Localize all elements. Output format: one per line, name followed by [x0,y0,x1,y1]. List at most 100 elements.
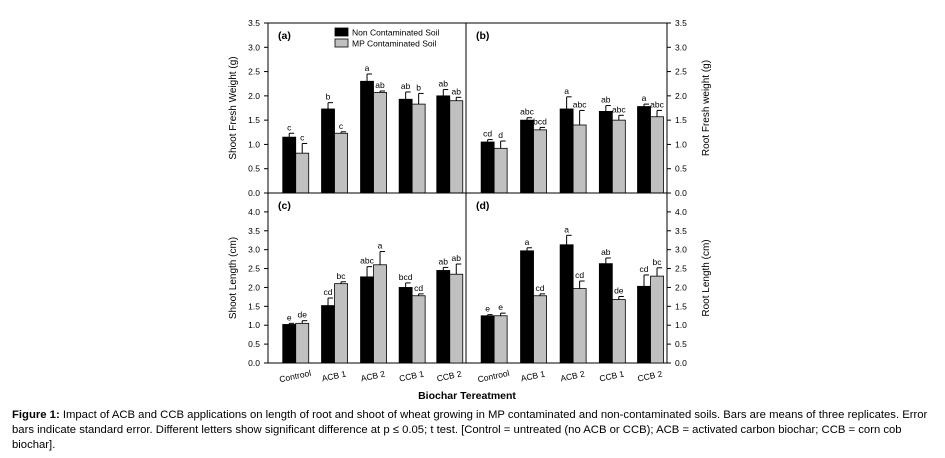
bar [449,100,464,194]
x-tick-label: ACB 2 [360,369,386,384]
y-tick-label: 0.0 [675,188,687,198]
bar [360,276,374,364]
bar [449,273,464,364]
significance-letter: cd [324,287,333,297]
panel-label: (a) [278,30,291,42]
significance-letter: abc [520,107,534,117]
bar [598,111,613,194]
y-tick-label: 0.5 [675,339,687,349]
significance-letter: cd [536,283,545,293]
significance-letter: b [326,92,331,102]
significance-letter: de [297,310,307,320]
x-axis-title: Biochar Tereatment [418,390,516,402]
x-tick-label: CCB 1 [598,369,625,384]
significance-letter: ab [601,95,611,105]
significance-letter: abc [650,99,664,109]
bar [398,287,413,364]
significance-letter: cd [483,129,492,139]
bar [533,129,547,194]
bar [572,124,587,194]
figure-chart: 0.0 0.5 1.0 1.5 2.0 2.5 3.0 3.5 Shoot Fresh Weig… [228,18,712,402]
bar [411,295,426,364]
y-tick-label: 4.0 [248,207,260,217]
panel-label: (d) [476,200,489,212]
significance-letter: c [287,122,292,132]
y-tick-label: 0.0 [248,358,260,368]
significance-letter: abc [612,104,626,114]
y-tick-label: 1.0 [248,139,260,149]
x-tick-label: ACB 2 [559,369,585,384]
significance-letter: e [485,304,490,314]
significance-letter: ab [375,80,385,90]
figure-caption: Figure 1: Impact of ACB and CCB applicat… [12,408,937,453]
y-tick-label: 2.5 [675,67,687,77]
bar [559,108,574,194]
x-tick-label: ACB 1 [520,369,546,384]
y-tick-label: 3.0 [675,245,687,255]
bar [637,106,651,194]
y-tick-label: 3.0 [675,42,687,52]
y-tick-label: 1.0 [675,139,687,149]
y-tick-label: 1.5 [248,301,260,311]
bar [282,136,297,194]
significance-letter: ab [439,256,449,266]
significance-letter: a [642,93,647,103]
bar [572,288,587,364]
bar [493,315,508,364]
panel-label: (c) [278,200,291,212]
significance-letter: e [287,312,292,322]
caption-text: Impact of ACB and CCB applications on le… [12,409,928,451]
y-axis-title: Shoot Length (cm) [228,237,239,319]
bar [436,95,451,194]
y-tick-label: 3.0 [248,42,260,52]
bar [559,244,574,364]
y-axis-title: Shoot Fresh Weight (g) [228,56,239,159]
y-tick-label: 3.5 [675,18,687,28]
y-tick-label: 1.0 [675,320,687,330]
bar [637,285,651,364]
y-tick-label: 2.5 [675,264,687,274]
y-axis-title: Root Fresh weight (g) [701,60,712,156]
bar [480,315,495,364]
bar [650,116,664,194]
y-tick-label: 3.0 [248,245,260,255]
significance-letter: cd [575,270,584,280]
significance-letter: c [300,132,305,142]
x-tick-label: Controol [477,368,511,384]
significance-letter: ab [401,81,411,91]
bar [373,92,387,194]
bar [295,322,310,364]
y-tick-label: 2.0 [248,282,260,292]
y-tick-label: 2.5 [248,67,260,77]
significance-letter: ab [601,247,611,257]
caption-label: Figure 1: [12,409,60,421]
significance-letter: ab [452,253,462,263]
significance-letter: a [564,86,569,96]
significance-letter: a [564,224,569,234]
y-tick-label: 1.0 [248,320,260,330]
significance-letter: cd [414,283,423,293]
y-tick-label: 0.5 [675,164,687,174]
y-tick-label: 2.0 [675,91,687,101]
significance-letter: b [416,82,421,92]
x-tick-label: CCB 2 [436,369,463,384]
significance-letter: cd [640,264,649,274]
significance-letter: ab [452,86,462,96]
significance-letter: bcd [533,116,547,126]
y-tick-label: 1.5 [675,301,687,311]
bar [611,119,626,194]
significance-letter: d [498,130,503,140]
panel-label: (b) [476,30,489,42]
bar [650,275,664,364]
y-tick-label: 0.5 [248,164,260,174]
significance-letter: a [378,241,383,251]
bar [321,305,335,364]
significance-letter: a [525,237,530,247]
y-tick-label: 2.5 [248,264,260,274]
bar [334,132,348,194]
y-tick-label: 0.0 [675,358,687,368]
y-tick-label: 3.5 [675,226,687,236]
legend-swatch [334,27,349,37]
significance-letter: a [365,63,370,73]
legend-label: MP Contaminated Soil [352,39,437,49]
